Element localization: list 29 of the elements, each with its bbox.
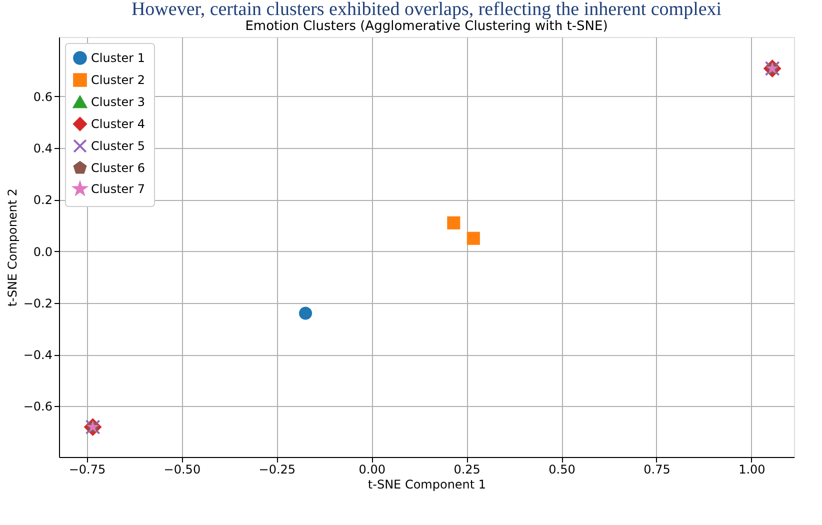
- y-tick-label: −0.4: [23, 348, 52, 362]
- y-tick-label: 0.2: [33, 193, 52, 208]
- chart-title: Emotion Clusters (Agglomerative Clustering with t-SNE): [245, 19, 608, 34]
- legend-label: Cluster 7: [91, 182, 146, 196]
- legend-label: Cluster 4: [91, 117, 146, 131]
- x-tick-label: 0.75: [644, 462, 670, 476]
- legend-label: Cluster 2: [91, 73, 146, 87]
- x-tick-label: 1.00: [738, 462, 766, 476]
- x-tick-label: −0.75: [68, 462, 106, 476]
- y-tick-label: 0.6: [33, 90, 52, 104]
- x-tick-label: 0.00: [358, 462, 386, 476]
- x-tick-label: −0.50: [164, 462, 201, 476]
- y-tick-label: 0.4: [33, 142, 52, 156]
- x-tick-label: 0.25: [454, 462, 480, 476]
- legend-label: Cluster 5: [91, 139, 146, 153]
- text: However, certain clusters exhibited overlaps, reflecting the inherent complexi: [131, 0, 722, 20]
- legend-label: Cluster 1: [91, 51, 146, 65]
- point: [447, 216, 460, 230]
- y-tick-label: −0.2: [23, 296, 52, 310]
- x-axis-title: t-SNE Component 1: [368, 478, 486, 492]
- legend-label: Cluster 3: [91, 95, 146, 109]
- legend-label: Cluster 6: [91, 161, 146, 175]
- y-axis-title: t-SNE Component 2: [5, 188, 20, 307]
- y-tick-label: 0.0: [33, 244, 52, 259]
- x-tick-label: −0.25: [258, 462, 296, 476]
- y-tick-label: −0.6: [23, 400, 52, 414]
- point: [466, 232, 480, 245]
- point: [299, 306, 312, 320]
- x-tick-label: 0.50: [548, 462, 576, 476]
